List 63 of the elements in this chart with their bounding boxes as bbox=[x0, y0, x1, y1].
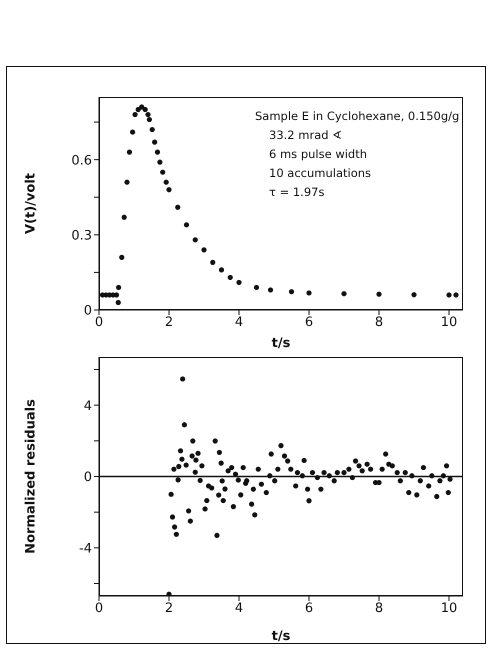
point bbox=[119, 254, 124, 260]
point bbox=[136, 106, 141, 112]
point bbox=[218, 267, 224, 273]
point bbox=[376, 292, 382, 297]
annotation: 10 accumulations bbox=[269, 165, 372, 182]
y-axis-title: V(t)/volt bbox=[24, 173, 39, 234]
x-axis-title: t/s bbox=[272, 336, 291, 351]
point bbox=[126, 150, 132, 155]
x-tick-label: 2 bbox=[164, 315, 174, 330]
x-tick-label: 8 bbox=[374, 601, 384, 616]
point bbox=[341, 291, 347, 296]
x-tick-label: 2 bbox=[164, 601, 174, 616]
point bbox=[150, 126, 155, 132]
x-tick-label: 4 bbox=[234, 315, 244, 330]
point bbox=[268, 287, 274, 293]
x-tick-label: 10 bbox=[440, 315, 458, 330]
point bbox=[236, 280, 242, 286]
point bbox=[145, 112, 151, 118]
point bbox=[146, 116, 152, 122]
point bbox=[164, 180, 169, 185]
annotation: 6 ms pulse width bbox=[269, 146, 368, 163]
y-axis-title: Normalized residuals bbox=[24, 398, 39, 554]
point bbox=[192, 237, 198, 242]
point bbox=[122, 214, 127, 220]
point bbox=[132, 112, 138, 118]
point bbox=[142, 106, 148, 112]
point bbox=[166, 187, 172, 192]
annotation: Sample E in Cyclohexane, 0.150g/g bbox=[255, 108, 460, 125]
point bbox=[446, 292, 452, 298]
y-tick-label: 0 bbox=[84, 304, 92, 319]
y-tick-label: -4 bbox=[79, 541, 92, 556]
point bbox=[201, 247, 207, 252]
x-tick-label: 0 bbox=[94, 315, 104, 330]
y-tick-label: 0.6 bbox=[71, 153, 92, 168]
x-tick-label: 0 bbox=[94, 601, 104, 616]
point bbox=[411, 292, 417, 298]
point bbox=[116, 284, 122, 290]
x-tick-label: 6 bbox=[304, 315, 314, 330]
point bbox=[228, 274, 233, 280]
point bbox=[154, 150, 160, 155]
x-axis-title: t/s bbox=[272, 629, 291, 644]
y-tick-label: 0 bbox=[84, 470, 92, 486]
point bbox=[124, 180, 130, 185]
x-tick-label: 10 bbox=[440, 601, 458, 616]
point bbox=[130, 129, 136, 135]
point bbox=[306, 290, 312, 296]
point bbox=[210, 260, 216, 265]
point bbox=[184, 222, 190, 228]
x-tick-label: 4 bbox=[234, 601, 244, 616]
point bbox=[453, 292, 459, 298]
point bbox=[160, 170, 166, 175]
point bbox=[288, 289, 294, 294]
point bbox=[254, 284, 260, 290]
point bbox=[116, 300, 121, 306]
x-tick-label: 6 bbox=[304, 601, 314, 616]
point bbox=[157, 160, 162, 165]
annotation: τ = 1.97s bbox=[269, 184, 326, 201]
y-tick-label: 0.3 bbox=[71, 228, 92, 244]
point bbox=[152, 140, 158, 145]
y-tick-label: 4 bbox=[84, 398, 92, 414]
annotation: 33.2 mrad ∢ bbox=[269, 127, 343, 144]
point bbox=[175, 204, 180, 210]
x-tick-label: 8 bbox=[374, 315, 384, 330]
